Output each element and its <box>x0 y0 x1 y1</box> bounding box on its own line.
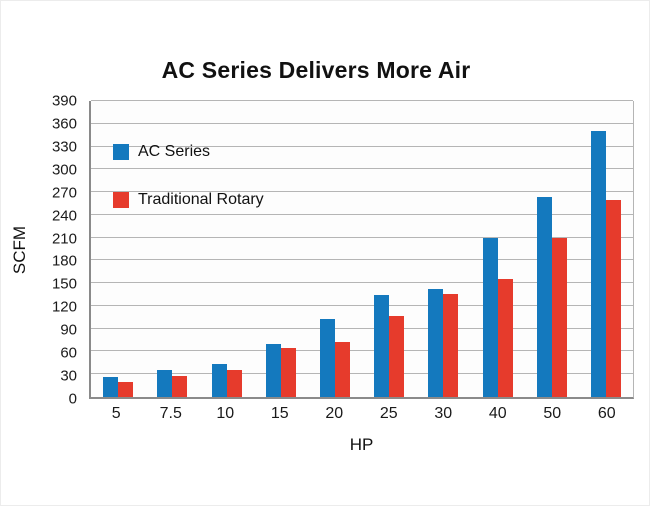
x-tick-label: 50 <box>543 405 562 422</box>
x-axis: 5 7.5 10 15 20 25 30 40 50 60 <box>89 405 634 423</box>
x-tick-label: 40 <box>488 405 507 422</box>
bar-traditional-rotary <box>551 237 567 397</box>
gridline <box>91 213 633 215</box>
bar-traditional-rotary <box>389 315 405 397</box>
y-tick-label: 240 <box>51 207 77 225</box>
legend-swatch-ac-series <box>113 144 129 160</box>
bar-traditional-rotary <box>497 279 513 397</box>
y-tick-label: 150 <box>51 275 77 293</box>
gridline <box>91 327 633 329</box>
y-axis: 0 30 60 90 120 150 180 210 240 270 300 330 360 390 <box>35 94 83 407</box>
bar-group <box>579 101 633 397</box>
gridline <box>91 282 633 284</box>
bar-ac-series <box>103 377 119 397</box>
y-tick-label: 300 <box>51 161 77 179</box>
bar-group <box>362 101 416 397</box>
bar-ac-series <box>374 294 390 397</box>
bar-ac-series <box>265 343 281 397</box>
bar-traditional-rotary <box>605 199 621 397</box>
bar-traditional-rotary <box>226 369 242 397</box>
legend-entry-traditional-rotary: Traditional Rotary <box>113 191 264 209</box>
x-axis-title: HP <box>349 435 374 454</box>
plot-area: AC Series Traditional Rotary <box>89 100 634 399</box>
chart-title: AC Series Delivers More Air <box>161 57 471 83</box>
gridline <box>91 122 633 124</box>
legend: AC Series Traditional Rotary <box>113 143 264 239</box>
bar-ac-series <box>590 131 606 397</box>
y-axis-title-text: SCFM <box>10 225 30 275</box>
y-tick-label: 360 <box>51 115 77 133</box>
bar-ac-series <box>319 318 335 397</box>
legend-label-ac-series: AC Series <box>138 143 211 160</box>
x-tick-label: 10 <box>216 405 235 422</box>
x-tick-label: 5 <box>111 405 121 422</box>
bar-group <box>145 101 199 397</box>
bar-traditional-rotary <box>118 381 134 397</box>
gridline <box>91 168 633 170</box>
bar-group <box>199 101 253 397</box>
bar-ac-series <box>157 370 173 397</box>
gridline <box>91 304 633 306</box>
y-tick-label: 120 <box>51 298 77 316</box>
bar-group <box>525 101 579 397</box>
y-tick-label: 30 <box>60 367 77 385</box>
y-tick-label: 60 <box>60 344 77 362</box>
gridline <box>91 259 633 261</box>
bar-traditional-rotary <box>172 375 188 397</box>
gridline <box>91 145 633 147</box>
bars-layer <box>91 101 633 397</box>
y-tick-label: 330 <box>51 138 77 156</box>
y-tick-label: 210 <box>51 230 77 248</box>
gridline <box>91 350 633 352</box>
bar-group <box>91 101 145 397</box>
x-tick-label: 60 <box>597 405 616 422</box>
gridline <box>91 373 633 375</box>
bar-group <box>470 101 524 397</box>
x-tick-label: 7.5 <box>159 405 182 422</box>
bar-traditional-rotary <box>280 348 296 397</box>
x-tick-label: 20 <box>325 405 344 422</box>
bar-traditional-rotary <box>334 342 350 397</box>
x-tick-label: 25 <box>379 405 398 422</box>
y-tick-label: 0 <box>68 390 77 408</box>
legend-label-traditional-rotary: Traditional Rotary <box>138 191 264 208</box>
bar-ac-series <box>428 289 444 397</box>
bar-group <box>308 101 362 397</box>
bar-ac-series <box>536 197 552 397</box>
y-tick-label: 90 <box>60 321 77 339</box>
y-tick-label: 270 <box>51 184 77 202</box>
bar-group <box>254 101 308 397</box>
y-tick-label: 390 <box>51 92 77 110</box>
bar-ac-series <box>482 237 498 397</box>
gridline <box>91 191 633 193</box>
gridline <box>91 236 633 238</box>
bar-ac-series <box>211 364 227 397</box>
bar-group <box>416 101 470 397</box>
legend-swatch-traditional-rotary <box>113 192 129 208</box>
x-tick-label: 30 <box>434 405 453 422</box>
y-axis-title: SCFM <box>7 101 33 399</box>
gridline <box>91 100 633 101</box>
legend-entry-ac-series: AC Series <box>113 143 264 161</box>
x-tick-label: 15 <box>270 405 289 422</box>
y-tick-label: 180 <box>51 252 77 270</box>
bar-traditional-rotary <box>443 293 459 397</box>
